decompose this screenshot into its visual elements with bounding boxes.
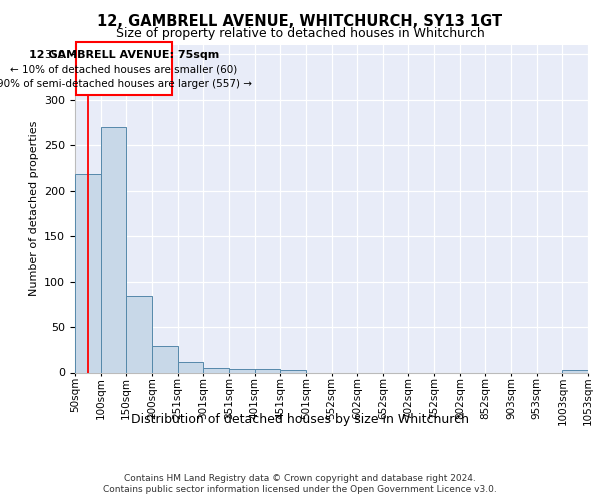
Text: Size of property relative to detached houses in Whitchurch: Size of property relative to detached ho…	[116, 28, 484, 40]
Text: Distribution of detached houses by size in Whitchurch: Distribution of detached houses by size …	[131, 412, 469, 426]
Bar	[229, 369, 254, 372]
Y-axis label: Number of detached properties: Number of detached properties	[29, 121, 38, 296]
Text: ← 10% of detached houses are smaller (60): ← 10% of detached houses are smaller (60…	[10, 64, 238, 74]
Text: 12 GAMBRELL AVENUE: 75sqm: 12 GAMBRELL AVENUE: 75sqm	[29, 50, 219, 59]
Bar	[280, 370, 306, 372]
Bar	[101, 127, 127, 372]
Bar	[127, 296, 152, 372]
Bar	[562, 370, 588, 372]
Bar	[254, 369, 280, 372]
Text: 12, GAMBRELL AVENUE, WHITCHURCH, SY13 1GT: 12, GAMBRELL AVENUE, WHITCHURCH, SY13 1G…	[97, 14, 503, 29]
Bar	[178, 362, 203, 372]
FancyBboxPatch shape	[76, 42, 172, 95]
Text: Contains HM Land Registry data © Crown copyright and database right 2024.: Contains HM Land Registry data © Crown c…	[124, 474, 476, 483]
Bar	[152, 346, 178, 372]
Text: 90% of semi-detached houses are larger (557) →: 90% of semi-detached houses are larger (…	[0, 78, 251, 88]
Bar	[203, 368, 229, 372]
Text: Contains public sector information licensed under the Open Government Licence v3: Contains public sector information licen…	[103, 485, 497, 494]
Bar	[75, 174, 101, 372]
